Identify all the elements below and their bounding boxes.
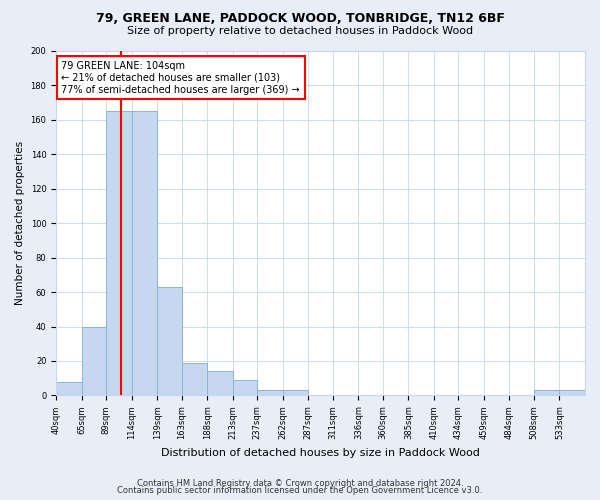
Y-axis label: Number of detached properties: Number of detached properties xyxy=(15,141,25,306)
Bar xyxy=(157,287,182,396)
Text: Contains public sector information licensed under the Open Government Licence v3: Contains public sector information licen… xyxy=(118,486,482,495)
Text: 79 GREEN LANE: 104sqm
← 21% of detached houses are smaller (103)
77% of semi-det: 79 GREEN LANE: 104sqm ← 21% of detached … xyxy=(61,62,300,94)
Text: 79, GREEN LANE, PADDOCK WOOD, TONBRIDGE, TN12 6BF: 79, GREEN LANE, PADDOCK WOOD, TONBRIDGE,… xyxy=(95,12,505,26)
Bar xyxy=(283,390,308,396)
Bar xyxy=(82,326,106,396)
Bar xyxy=(233,380,257,396)
Bar xyxy=(207,372,233,396)
X-axis label: Distribution of detached houses by size in Paddock Wood: Distribution of detached houses by size … xyxy=(161,448,480,458)
Bar xyxy=(257,390,283,396)
Text: Contains HM Land Registry data © Crown copyright and database right 2024.: Contains HM Land Registry data © Crown c… xyxy=(137,478,463,488)
Bar xyxy=(106,112,132,396)
Text: Size of property relative to detached houses in Paddock Wood: Size of property relative to detached ho… xyxy=(127,26,473,36)
Bar xyxy=(534,390,559,396)
Bar xyxy=(559,390,585,396)
Bar xyxy=(56,382,82,396)
Bar xyxy=(182,362,207,396)
Bar xyxy=(132,112,157,396)
